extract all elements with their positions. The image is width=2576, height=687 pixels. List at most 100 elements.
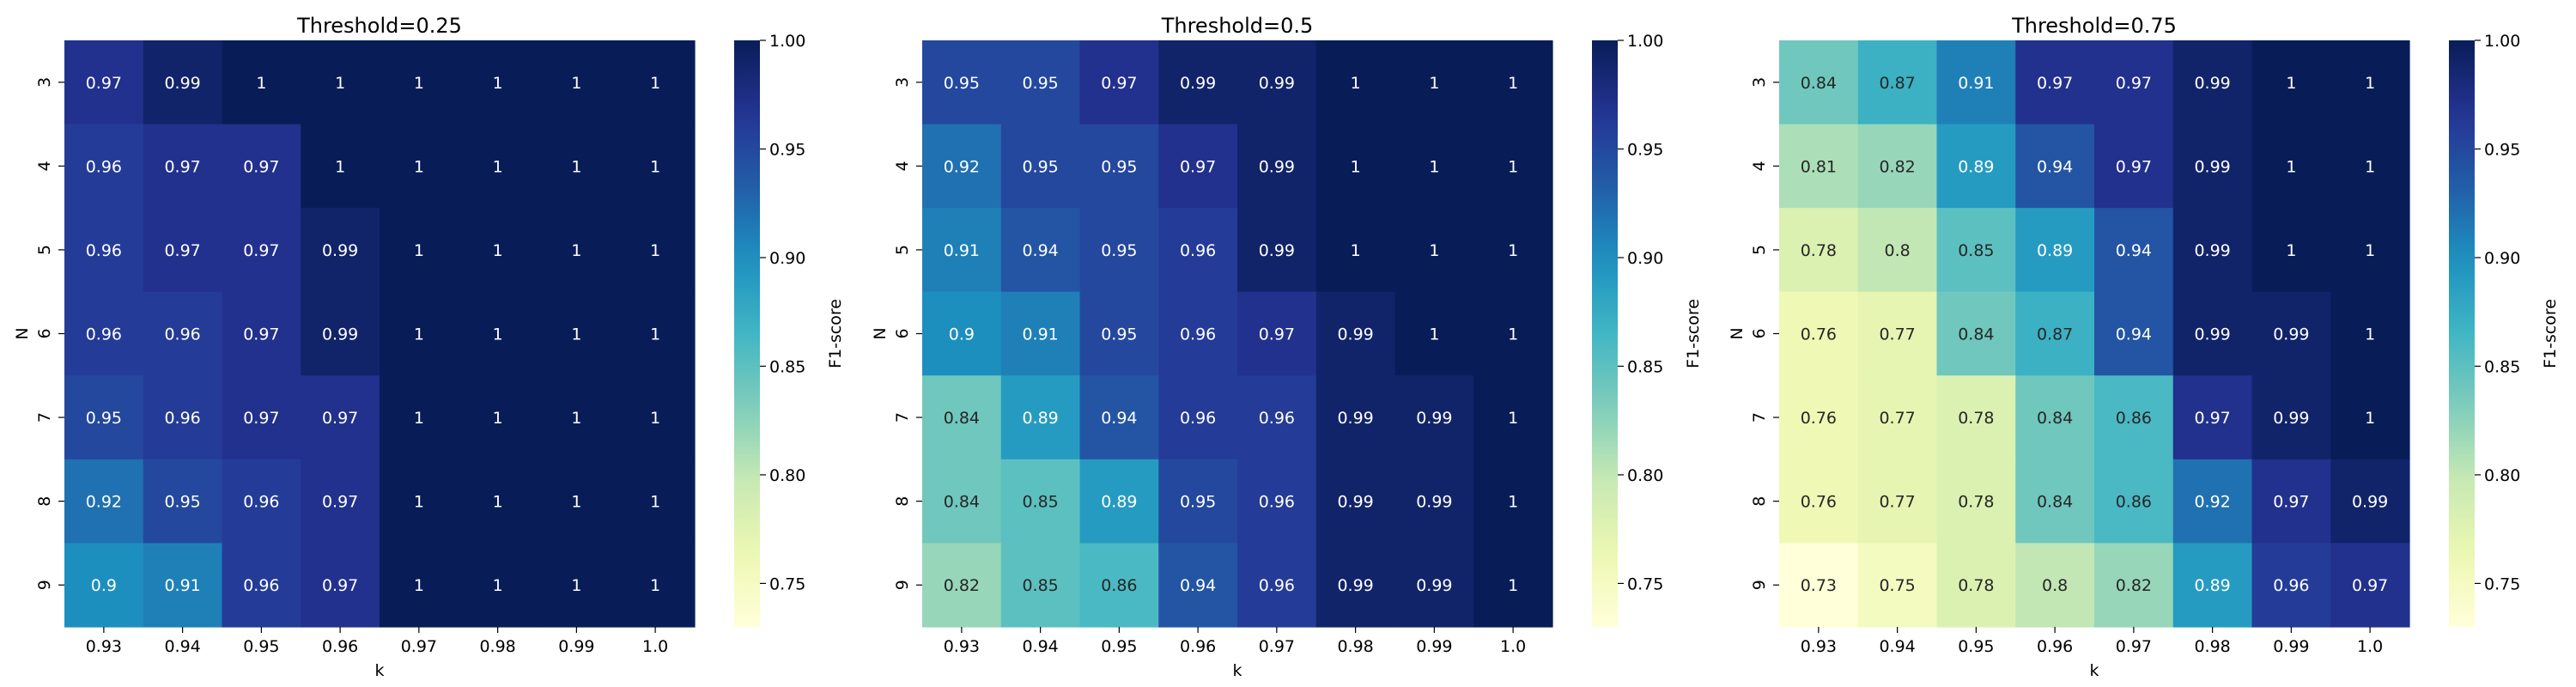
cell-value-label: 0.89 [2037, 241, 2073, 260]
heatmap-cell [2015, 375, 2095, 460]
cell-value-label: 0.84 [944, 409, 980, 428]
heatmap-cell [1394, 543, 1474, 628]
heatmap-cell [1936, 543, 2016, 628]
heatmap-cell [1936, 40, 2016, 125]
cell-value-label: 0.78 [1958, 493, 1994, 512]
cell-value-label: 0.8 [2042, 576, 2068, 595]
heatmap-cell [1000, 208, 1081, 293]
heatmap-cell [616, 375, 696, 460]
heatmap-cell [458, 375, 538, 460]
y-tick-label: 5 [35, 245, 54, 255]
y-axis-label: N [1728, 327, 1747, 339]
heatmap-cell [1315, 208, 1396, 293]
cell-value-label: 1 [2286, 74, 2296, 93]
heatmap-cell [2330, 124, 2410, 209]
heatmap-cell [301, 543, 380, 628]
heatmap-cell [1936, 459, 2016, 544]
heatmap-cell [537, 459, 617, 544]
cell-value-label: 0.84 [944, 493, 980, 512]
heatmap-cell [1779, 543, 1859, 628]
x-tick-label: 1.0 [642, 637, 668, 656]
heatmap-cell [64, 124, 144, 209]
heatmap-cell [1779, 375, 1859, 460]
heatmap-cell [2330, 208, 2410, 293]
cell-value-label: 0.95 [944, 74, 980, 93]
heatmap-cell [458, 208, 538, 293]
heatmap-cell [1394, 291, 1474, 376]
cell-value-label: 1 [1351, 241, 1361, 260]
cell-value-label: 1 [1508, 241, 1518, 260]
heatmap-cell [1000, 543, 1081, 628]
heatmap-cell [1473, 543, 1553, 628]
heatmap-cell [1779, 291, 1859, 376]
colorbar-label: F1-score [826, 299, 845, 368]
cell-value-label: 0.97 [243, 325, 279, 344]
cell-value-label: 1 [571, 241, 581, 260]
heatmap-cell [222, 459, 301, 544]
cell-value-label: 0.97 [2273, 493, 2309, 512]
y-tick-label: 9 [893, 580, 912, 590]
heatmap-cell [2251, 124, 2331, 209]
heatmap-cell [2094, 208, 2174, 293]
x-axis-label: k [1232, 661, 1242, 680]
colorbar-tick-label: 1.00 [769, 32, 805, 51]
cell-value-label: 0.96 [1259, 576, 1295, 595]
colorbar-tick-label: 0.75 [2484, 575, 2520, 593]
heatmap-cell [616, 543, 696, 628]
heatmap-cell [1857, 40, 1938, 125]
cell-value-label: 0.96 [1180, 241, 1216, 260]
heatmap-cell [1237, 543, 1317, 628]
x-tick-label: 0.99 [1416, 637, 1452, 656]
y-tick-label: 4 [1750, 161, 1769, 171]
cell-value-label: 1 [571, 493, 581, 512]
cell-value-label: 0.97 [322, 409, 358, 428]
colorbar [2449, 40, 2475, 627]
heatmap-cell [458, 543, 538, 628]
y-tick-label: 8 [893, 496, 912, 507]
cell-value-label: 0.86 [1101, 576, 1137, 595]
y-tick-label: 3 [1750, 77, 1769, 88]
heatmap-cell [2172, 40, 2253, 125]
cell-value-label: 0.99 [2194, 74, 2230, 93]
heatmap-panel-3: 0.84 0.87 0.91 0.97 0.97 0.99 1 10.81 0.82 0.89 0.… [1728, 14, 2560, 680]
heatmap-cell [1237, 124, 1317, 209]
heatmap-cell [1473, 291, 1553, 376]
heatmap-cell [1237, 291, 1317, 376]
heatmap-cell [2015, 40, 2095, 125]
cell-value-label: 0.85 [1022, 576, 1058, 595]
cell-value-label: 1 [414, 325, 424, 344]
cell-value-label: 0.89 [1101, 493, 1137, 512]
y-tick-label: 5 [1750, 245, 1769, 255]
heatmap-cell [1000, 40, 1081, 125]
cell-value-label: 1 [2365, 241, 2375, 260]
heatmap-cell [1000, 375, 1081, 460]
heatmap-cell [1158, 543, 1238, 628]
heatmap-cell [2330, 375, 2410, 460]
heatmap-cell [380, 208, 459, 293]
cell-value-label: 0.99 [1259, 74, 1295, 93]
cell-value-label: 1 [493, 576, 503, 595]
cell-value-label: 0.94 [2116, 241, 2152, 260]
heatmap-cell [64, 291, 144, 376]
cell-value-label: 0.91 [1022, 325, 1058, 344]
heatmap-cell [1000, 291, 1081, 376]
heatmap-cell [922, 543, 1002, 628]
y-tick-label: 7 [893, 412, 912, 423]
heatmap-cell [1315, 543, 1396, 628]
chart-title: Threshold=0.25 [296, 14, 462, 38]
cell-value-label: 0.97 [164, 241, 200, 260]
y-axis-label: N [871, 327, 890, 339]
heatmap-cell [1779, 459, 1859, 544]
heatmap-cell [1473, 40, 1553, 125]
heatmap-cell [301, 459, 380, 544]
cell-value-label: 0.99 [1180, 74, 1216, 93]
cell-value-label: 1 [571, 409, 581, 428]
colorbar-tick-label: 0.80 [2484, 466, 2520, 485]
heatmap-cell [2094, 40, 2174, 125]
heatmap-cell [1000, 459, 1081, 544]
heatmap-cell [143, 459, 223, 544]
heatmap-cell [1936, 208, 2016, 293]
cell-value-label: 0.91 [164, 576, 200, 595]
cell-value-label: 0.97 [243, 157, 279, 176]
